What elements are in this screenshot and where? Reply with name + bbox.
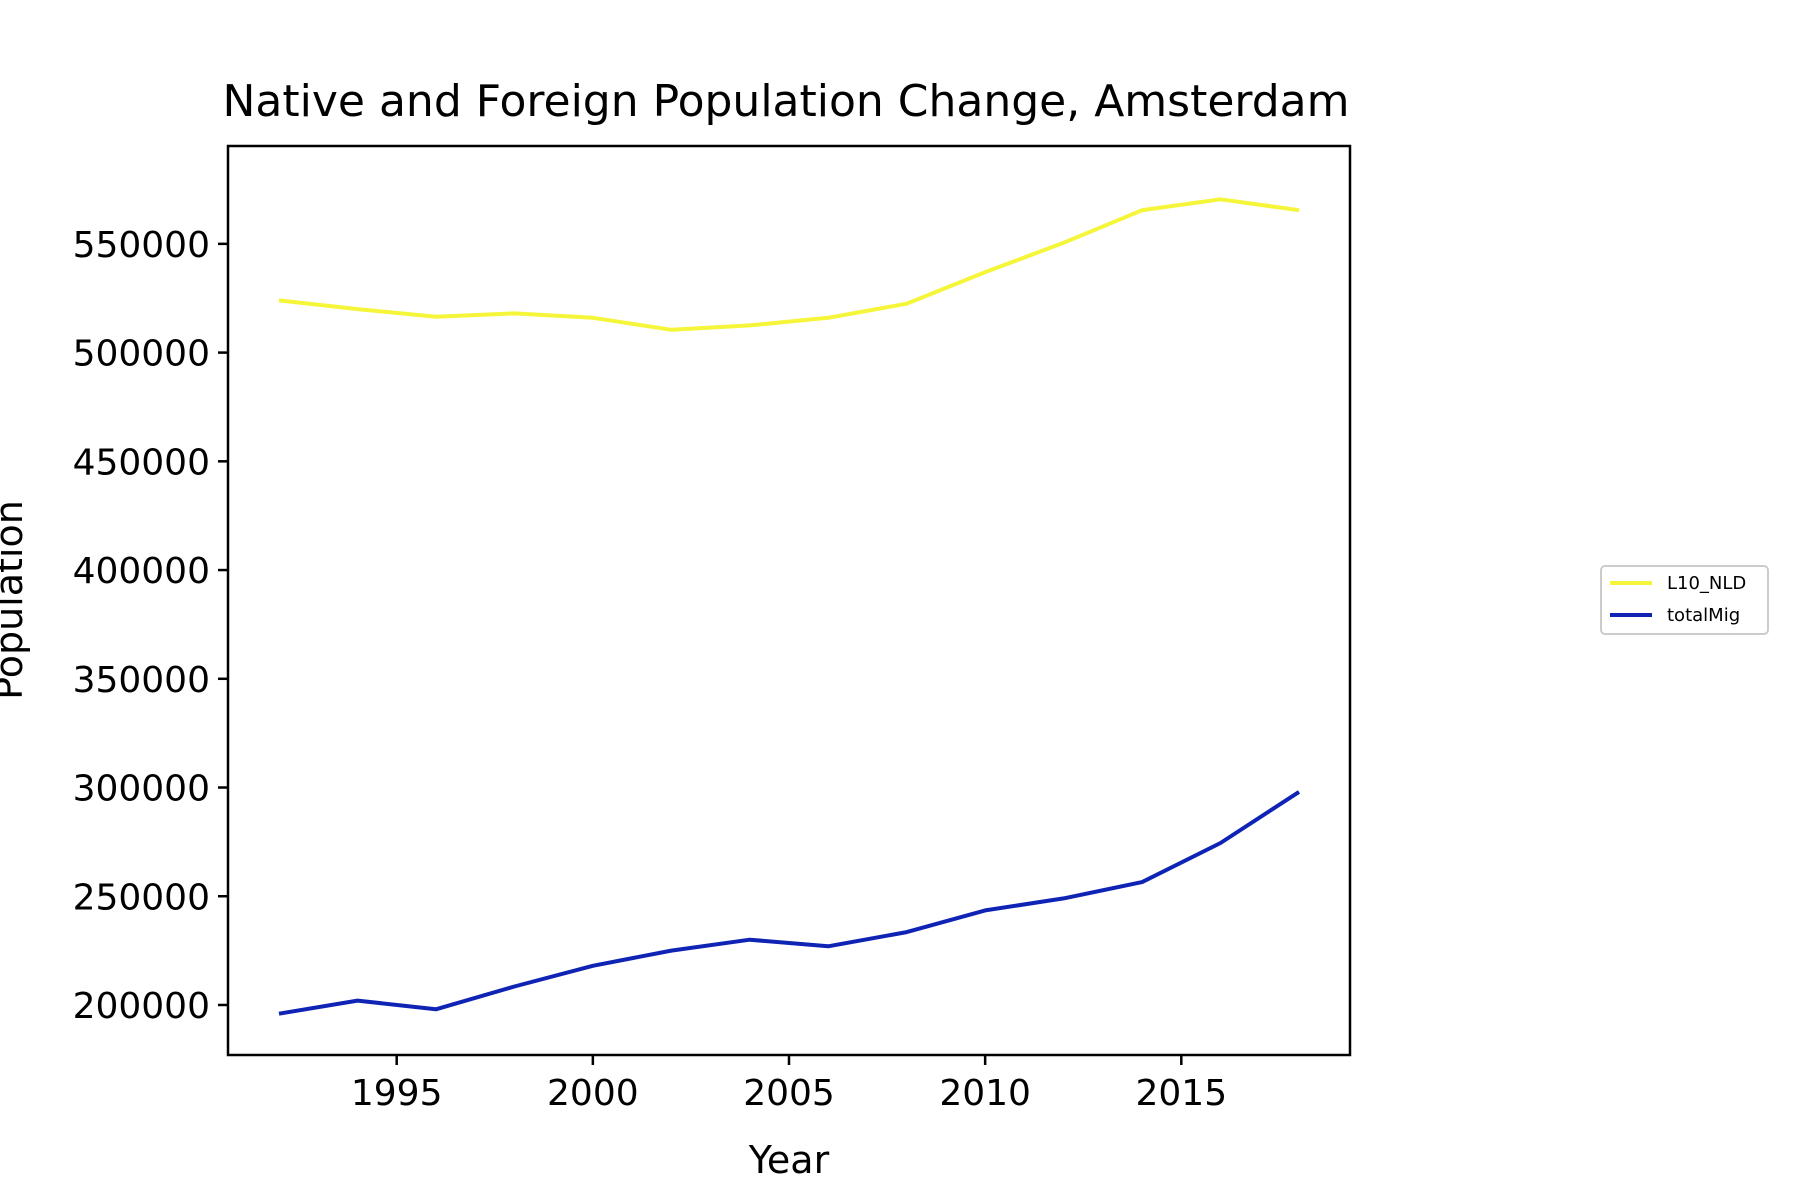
chart-title: Native and Foreign Population Change, Am… (223, 76, 1350, 127)
x-tick-label: 2010 (939, 1073, 1031, 1114)
y-tick-label: 250000 (73, 877, 210, 918)
x-tick-label: 2005 (743, 1073, 835, 1114)
legend: L10_NLD totalMig (1600, 565, 1769, 635)
legend-label-L10_NLD: L10_NLD (1667, 573, 1746, 594)
y-tick-label: 550000 (73, 225, 210, 266)
series-layer (278, 197, 1301, 1016)
y-axis-label: Population (0, 500, 31, 700)
x-tick-label: 1995 (351, 1073, 443, 1114)
y-tick-label: 350000 (73, 660, 210, 701)
x-tick-label: 2015 (1135, 1073, 1227, 1114)
plot-area-frame (226, 144, 1352, 1057)
x-tick-label: 2000 (547, 1073, 639, 1114)
y-tick-label: 500000 (73, 334, 210, 375)
y-axis: 200000 250000 300000 350000 400000 450000 5000… (73, 225, 228, 1027)
y-tick-label: 200000 (73, 986, 210, 1027)
legend-label-totalMig: totalMig (1667, 605, 1740, 626)
x-axis-label: Year (748, 1138, 830, 1182)
y-tick-label: 450000 (73, 442, 210, 483)
y-tick-label: 400000 (73, 551, 210, 592)
series-line-totalMig (278, 790, 1301, 1016)
y-tick-label: 300000 (73, 769, 210, 810)
x-axis: 1995 2000 2005 2010 2015 (351, 1055, 1227, 1114)
series-line-L10_NLD (278, 197, 1300, 332)
